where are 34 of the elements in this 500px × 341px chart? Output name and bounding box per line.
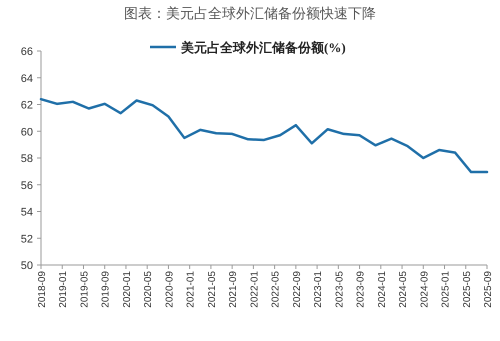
x-tick-label: 2024-01 [376,270,388,308]
legend-label: 美元占全球外汇储备份额(%) [180,40,346,55]
x-tick-label: 2025-05 [462,270,473,308]
x-tick-label: 2022-05 [270,270,282,308]
x-tick-label: 2020-05 [143,270,154,308]
x-tick-label: 2019-01 [58,270,70,308]
x-tick-label: 2019-05 [79,270,90,308]
x-tick-label: 2024-09 [419,270,430,308]
y-tick-label: 58 [20,153,33,165]
x-tick-label: 2023-05 [334,270,346,308]
x-tick-label: 2022-01 [249,270,260,308]
x-tick-label: 2022-09 [292,270,303,308]
x-tick-label: 2020-09 [164,270,176,308]
y-tick-label: 60 [20,126,33,138]
y-tick-label: 54 [20,206,33,218]
x-tick-label: 2023-01 [313,270,324,308]
chart-title: 图表：美元占全球外汇储备份额快速下降 [124,6,376,22]
x-tick-label: 2024-05 [398,270,410,308]
x-tick-label: 2021-05 [206,270,218,308]
x-tick-label: 2020-01 [122,270,133,308]
x-tick-label: 2025-09 [483,270,494,308]
x-tick-label: 2018-09 [37,270,48,308]
x-tick-label: 2023-09 [356,270,367,308]
line-series [40,98,488,174]
x-tick-label: 2021-01 [186,270,197,308]
y-tick-label: 52 [20,233,33,246]
y-tick-label: 56 [20,180,33,192]
x-tick-label: 2025-01 [440,270,452,308]
x-tick-label: 2019-09 [100,270,112,308]
y-tick-label: 50 [20,260,33,272]
y-tick-label: 64 [20,72,33,85]
x-tick-label: 2021-09 [228,270,240,308]
y-tick-label: 62 [20,100,33,112]
y-tick-label: 66 [20,46,33,58]
